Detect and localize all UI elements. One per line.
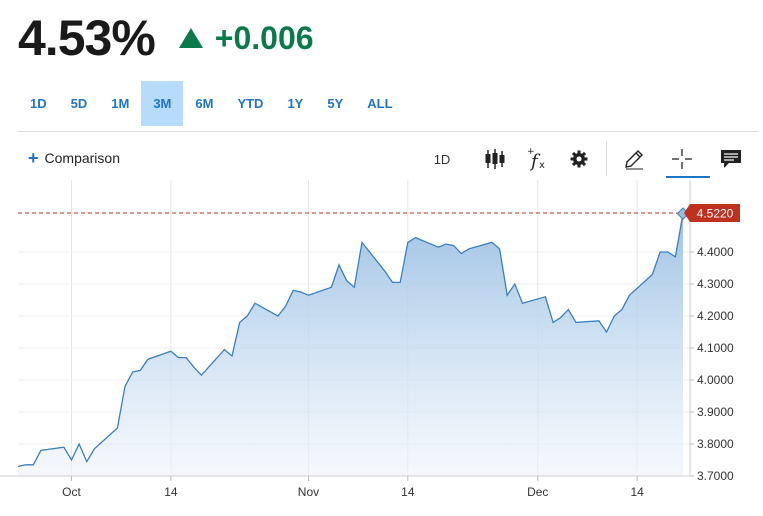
x-tick-label: 14: [630, 485, 644, 499]
current-value-tag: [684, 203, 740, 222]
range-tab-1m[interactable]: 1M: [111, 96, 130, 111]
axes: 4.4000 4.3000 4.2000 4.1000 4.0000 3.9000 3.80…: [0, 180, 734, 499]
crosshair-active-indicator: [666, 176, 710, 178]
up-arrow-icon: [178, 28, 203, 48]
pencil-icon[interactable]: [620, 144, 648, 174]
range-tab-5d[interactable]: 5D: [70, 96, 88, 111]
comment-icon[interactable]: [717, 144, 745, 174]
toolbar-divider: [606, 142, 607, 176]
x-tick-label: 14: [401, 485, 415, 499]
range-tab-5y[interactable]: 5Y: [327, 96, 344, 111]
x-tick-label: Oct: [62, 485, 81, 499]
comparison-label: Comparison: [44, 150, 120, 166]
range-tab-all[interactable]: ALL: [367, 96, 393, 111]
y-tick-label: 4.0000: [697, 373, 734, 387]
current-value-badge: 4.5220: [676, 203, 740, 222]
x-tick-label: Nov: [298, 485, 319, 499]
svg-text:x: x: [539, 160, 545, 171]
range-tab-3m[interactable]: 3M: [141, 81, 184, 126]
candlestick-icon[interactable]: [481, 144, 509, 174]
area-fill: [18, 213, 683, 476]
area-path: [18, 213, 683, 476]
x-tick-label: Dec: [527, 485, 548, 499]
header-divider: [18, 131, 758, 132]
y-tick-label: 4.2000: [697, 309, 734, 323]
function-icon[interactable]: + f x: [523, 144, 551, 174]
x-tick-label: 14: [164, 485, 178, 499]
range-tab-6m[interactable]: 6M: [195, 96, 214, 111]
price-value: 4.53%: [18, 10, 156, 66]
quote-header: 4.53% +0.006: [18, 8, 314, 68]
range-selector: 1D 5D 1M 3M 6M YTD 1Y 5Y ALL: [18, 81, 405, 126]
range-tab-1y[interactable]: 1Y: [287, 96, 304, 111]
range-tab-1d[interactable]: 1D: [30, 96, 47, 111]
y-tick-label: 3.7000: [697, 469, 734, 483]
y-tick-label: 3.8000: [697, 437, 734, 451]
plus-icon: +: [28, 148, 39, 168]
current-value-label: 4.5220: [697, 206, 734, 220]
y-tick-label: 3.9000: [697, 405, 734, 419]
y-tick-label: 4.3000: [697, 277, 734, 291]
crosshair-icon[interactable]: [668, 144, 696, 174]
chart-toolbar: + Comparison 1D + f x: [0, 138, 763, 180]
interval-button[interactable]: 1D: [433, 151, 451, 167]
y-tick-label: 4.1000: [697, 341, 734, 355]
comparison-button[interactable]: + Comparison: [28, 148, 120, 168]
line-path: [17, 213, 684, 468]
series-line: [17, 213, 684, 468]
y-tick-label: 4.4000: [697, 245, 734, 259]
change-value: +0.006: [214, 19, 314, 56]
svg-text:+: +: [527, 147, 535, 157]
price-change: +0.006: [178, 19, 314, 57]
price-chart[interactable]: 4.4000 4.3000 4.2000 4.1000 4.0000 3.9000 3.80…: [0, 180, 763, 516]
range-tab-ytd[interactable]: YTD: [237, 96, 264, 111]
gear-icon[interactable]: [566, 144, 592, 174]
